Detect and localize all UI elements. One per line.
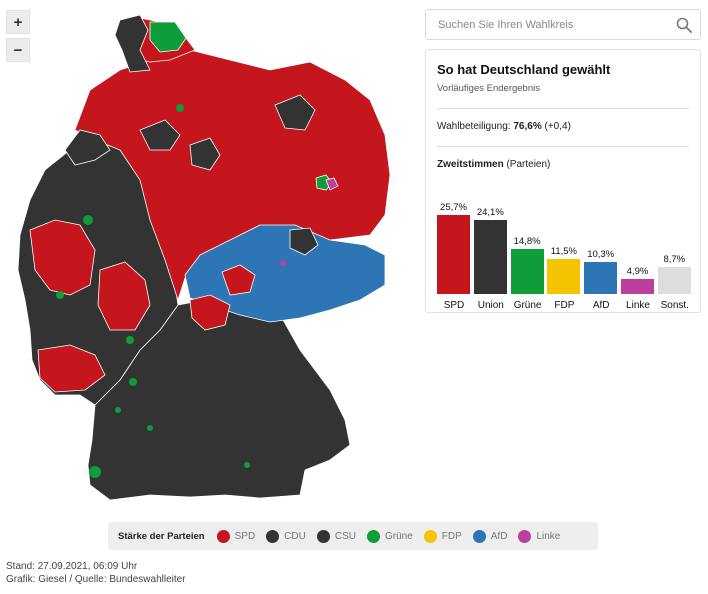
region-east-union[interactable] [289, 227, 319, 256]
legend-title: Stärke der Parteien [118, 530, 205, 542]
region-lower-saxony-union[interactable] [139, 119, 181, 151]
bar-column-grne[interactable]: 14,8% [510, 176, 544, 294]
legend-label: CDU [284, 530, 306, 542]
party-legend: Stärke der Parteien SPD CDU CSU Grüne FDP AfD… [108, 522, 598, 550]
region-erfurt-spd[interactable] [221, 264, 256, 296]
bar [584, 262, 618, 294]
region-east-afd[interactable] [184, 224, 386, 323]
vote-share-bar-chart: 25,7% 24,1% 14,8% 11,5% 10,3% 4,9% 8,7% [437, 176, 691, 294]
germany-election-map[interactable] [0, 0, 420, 520]
legend-swatch [518, 529, 532, 543]
bar-value-label: 4,9% [626, 265, 649, 277]
region-gruene-8[interactable] [89, 466, 101, 478]
region-berlin-linke[interactable] [325, 177, 339, 191]
region-gruene-9[interactable] [244, 462, 250, 468]
bar [657, 267, 691, 294]
bar-value-label: 14,8% [513, 235, 541, 247]
turnout: Wahlbeteiligung: 76,6% (+0,4) [437, 121, 689, 132]
panel-subtitle: Vorläufiges Endergebnis [437, 83, 540, 94]
legend-swatch [266, 529, 280, 543]
footer-date: Stand: 27.09.2021, 06:09 Uhr [6, 561, 138, 572]
legend-label: Grüne [384, 530, 413, 542]
region-emsland-union[interactable] [64, 129, 111, 166]
bar-category-label: Grüne [513, 300, 542, 311]
bar [437, 215, 470, 294]
bar-column-spd[interactable]: 25,7% [437, 176, 470, 294]
region-harz-union[interactable] [189, 137, 221, 171]
results-panel: So hat Deutschland gewählt Vorläufiges E… [425, 49, 701, 313]
region-gruene-1[interactable] [83, 215, 93, 225]
zoom-in-button[interactable]: + [6, 10, 30, 34]
search-icon[interactable] [676, 17, 692, 33]
bar-column-union[interactable]: 24,1% [473, 176, 507, 294]
region-south-spd[interactable] [189, 294, 231, 331]
legend-label: FDP [441, 530, 462, 542]
region-gruene-3[interactable] [56, 291, 64, 299]
legend-swatch [216, 529, 230, 543]
bar-category-label: SPD [443, 300, 465, 311]
footer: Stand: 27.09.2021, 06:09 Uhr Grafik: Gie… [6, 560, 186, 586]
legend-item-cdu: CDU [266, 529, 306, 543]
region-gruene-2[interactable] [176, 104, 184, 112]
bar-category-label: Linke [626, 300, 650, 311]
region-gruene-5[interactable] [129, 378, 137, 386]
legend-swatch [423, 529, 437, 543]
region-sh-union[interactable] [114, 14, 151, 73]
bar-category-labels: SPD Union Grüne FDP AfD Linke Sonst. [437, 300, 691, 314]
legend-item-spd: SPD [216, 529, 256, 543]
bar-value-label: 11,5% [550, 245, 577, 257]
bar-column-fdp[interactable]: 11,5% [547, 176, 581, 294]
bar-value-label: 24,1% [476, 207, 504, 219]
votes-label-rest: (Parteien) [506, 159, 551, 170]
region-sh-gruene[interactable] [149, 21, 187, 53]
region-gruene-6[interactable] [115, 407, 121, 413]
legend-swatch [316, 529, 330, 543]
legend-item-grne: Grüne [366, 529, 413, 543]
legend-label: SPD [234, 530, 256, 542]
panel-title: So hat Deutschland gewählt [437, 62, 611, 77]
turnout-change: (+0,4) [544, 121, 571, 132]
bar-category-label: AfD [592, 300, 610, 311]
region-rhineland-spd[interactable] [29, 219, 96, 296]
bar [621, 278, 654, 294]
turnout-label: Wahlbeteiligung: [437, 121, 511, 132]
legend-swatch [366, 529, 380, 543]
turnout-value: 76,6% [513, 121, 542, 132]
search-input[interactable] [438, 18, 676, 31]
bar [547, 258, 581, 294]
region-gruene-7[interactable] [147, 425, 153, 431]
search-box[interactable] [425, 9, 701, 40]
bar-column-linke[interactable]: 4,9% [621, 176, 654, 294]
legend-label: CSU [334, 530, 356, 542]
legend-swatch [472, 529, 486, 543]
legend-label: Linke [536, 530, 561, 542]
region-saar-spd[interactable] [37, 344, 106, 393]
votes-title: Zweitstimmen (Parteien) [437, 159, 689, 170]
legend-item-afd: AfD [472, 529, 508, 543]
region-hesse-spd[interactable] [97, 261, 151, 331]
bar [510, 248, 544, 294]
bar-value-label: 10,3% [587, 249, 615, 261]
legend-item-fdp: FDP [423, 529, 462, 543]
legend-item-linke: Linke [518, 529, 561, 543]
bar-column-sonst[interactable]: 8,7% [657, 176, 691, 294]
bar-category-label: Union [477, 300, 504, 311]
bar [473, 220, 507, 294]
bar-value-label: 8,7% [663, 254, 686, 266]
region-gruene-4[interactable] [126, 336, 134, 344]
divider [437, 146, 689, 147]
legend-label: AfD [490, 530, 508, 542]
footer-source: Grafik: Giesel / Quelle: Bundeswahlleite… [6, 574, 186, 585]
votes-label-bold: Zweitstimmen [437, 159, 504, 170]
bar-category-label: FDP [554, 300, 575, 311]
divider [437, 108, 689, 109]
legend-item-csu: CSU [316, 529, 356, 543]
bar-column-afd[interactable]: 10,3% [584, 176, 618, 294]
bar-value-label: 25,7% [440, 202, 467, 214]
region-linke-leipzig[interactable] [280, 260, 286, 266]
bar-category-label: Sonst. [660, 300, 689, 311]
region-mecklenburg-union[interactable] [274, 94, 316, 131]
zoom-out-button[interactable]: − [6, 38, 30, 62]
